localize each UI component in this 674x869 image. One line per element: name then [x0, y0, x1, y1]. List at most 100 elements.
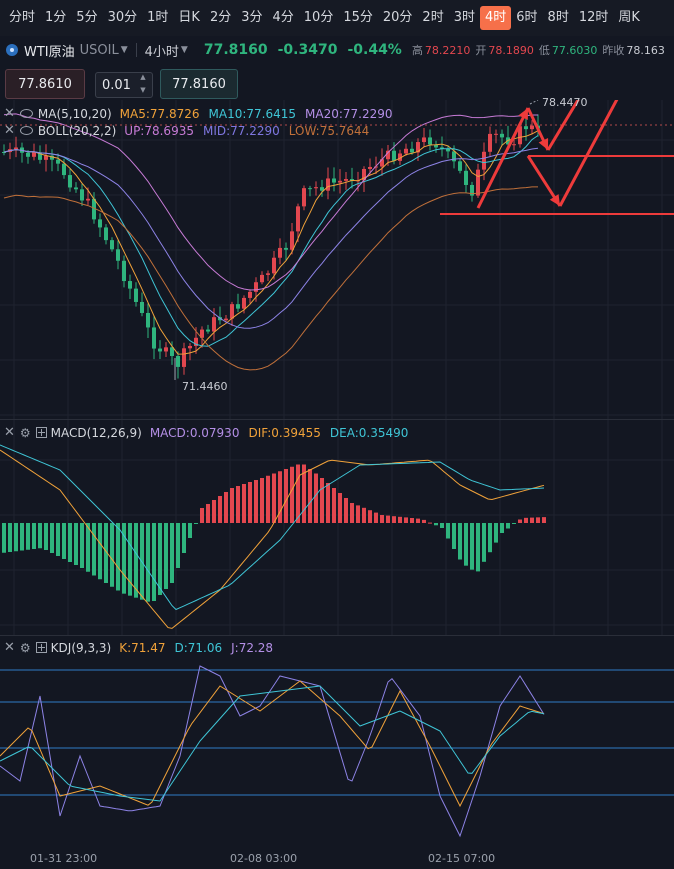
trend-arrow [546, 100, 580, 151]
timeframe-tab[interactable]: 12时 [578, 10, 609, 25]
gear-icon[interactable]: ⚙ [19, 640, 31, 655]
candle-body [380, 159, 384, 167]
macd-bar [230, 488, 234, 523]
macd-bar [416, 518, 420, 523]
candle-body [284, 247, 288, 250]
close-icon[interactable]: ✕ [4, 123, 15, 138]
pane-divider[interactable] [0, 635, 674, 636]
eye-icon[interactable] [19, 126, 33, 135]
timeframe-tab[interactable]: 3分 [241, 10, 263, 25]
candle-body [38, 152, 42, 160]
macd-bar [44, 523, 48, 550]
macd-bar [8, 523, 12, 552]
timeframe-tab[interactable]: 2分 [209, 10, 232, 25]
macd-bar [338, 493, 342, 523]
close-icon[interactable]: ✕ [4, 425, 15, 440]
macd-bar [356, 505, 360, 523]
candle-body [482, 151, 486, 170]
macd-bar [476, 523, 480, 572]
candle-body [452, 151, 456, 162]
kdj-legend: ✕ ⚙ KDJ(9,3,3) K:71.47 D:71.06 J:72.28 [4, 640, 282, 655]
timeframe-tab[interactable]: 20分 [382, 10, 413, 25]
chevron-up-icon[interactable]: ▲ [140, 73, 146, 81]
macd-bar [398, 516, 402, 523]
candle-body [338, 180, 342, 183]
period-selector[interactable]: 4小时 [144, 44, 179, 60]
macd-bar [470, 523, 474, 570]
candle-body [230, 304, 234, 319]
macd-bar [50, 523, 54, 553]
macd-bar [344, 498, 348, 523]
timeframe-tab[interactable]: 8时 [547, 10, 569, 25]
macd-bar [224, 492, 228, 523]
candle-body [248, 291, 252, 298]
candle-body [158, 348, 162, 352]
macd-bar [236, 486, 240, 523]
gear-icon[interactable]: ⚙ [19, 425, 31, 440]
price-chart[interactable] [0, 100, 674, 420]
expand-icon[interactable] [35, 642, 47, 653]
close-icon[interactable]: ✕ [4, 640, 15, 655]
macd-chart[interactable] [0, 420, 674, 635]
timeframe-tab[interactable]: 6时 [516, 10, 538, 25]
d-line [0, 685, 545, 802]
macd-bar [242, 484, 246, 523]
timeframe-tab[interactable]: 2时 [422, 10, 444, 25]
kdj-name: KDJ(9,3,3) [50, 640, 112, 655]
kdj-chart[interactable] [0, 636, 674, 851]
candle-body [386, 150, 390, 160]
macd-bar [530, 517, 534, 523]
timeframe-tab[interactable]: 4分 [272, 10, 294, 25]
timeframe-tab[interactable]: 日K [178, 10, 200, 25]
timeframe-tab[interactable]: 10分 [303, 10, 334, 25]
divider [135, 43, 137, 57]
macd-bar [488, 523, 492, 553]
pane-divider[interactable] [0, 419, 674, 420]
close-icon[interactable]: ✕ [4, 106, 15, 121]
macd-bar [404, 517, 408, 523]
macd-bar [368, 510, 372, 523]
boll-legend: ✕ BOLL(20,2,2) UP:78.6935 MID:77.2290 LO… [4, 123, 378, 138]
candle-body [170, 347, 174, 357]
macd-bar [494, 523, 498, 543]
macd-bar [182, 523, 186, 553]
candle-body [26, 152, 30, 157]
candle-body [14, 147, 18, 150]
timeframe-tab[interactable]: 3时 [453, 10, 475, 25]
boll-lower-line [3, 186, 538, 371]
timeframe-tab[interactable]: 30分 [107, 10, 138, 25]
chevron-down-icon[interactable]: ▼ [120, 45, 128, 55]
macd-bar [272, 473, 276, 523]
candle-body [152, 327, 156, 349]
buy-price-button[interactable]: 77.8160 [160, 69, 238, 99]
timeframe-tab[interactable]: 分时 [9, 10, 36, 25]
arrow-head [538, 138, 549, 150]
macd-bar [410, 518, 414, 523]
timeframe-tab[interactable]: 4时 [479, 6, 512, 30]
candle-body [326, 178, 330, 191]
macd-bar [428, 522, 432, 524]
candle-body [404, 148, 408, 154]
prev-close-label: 昨收 [602, 44, 625, 57]
ma5-value: MA5:77.8726 [119, 106, 200, 121]
quantity-input[interactable]: 0.01 [95, 72, 153, 98]
timeframe-tab[interactable]: 1分 [45, 10, 67, 25]
eye-icon[interactable] [19, 109, 33, 118]
candle-body [140, 301, 144, 313]
candle-body [56, 159, 60, 164]
chevron-down-icon[interactable]: ▼ [180, 45, 188, 55]
trend-arrow [476, 107, 530, 209]
symbol-code[interactable]: USOIL [79, 42, 119, 58]
chevron-down-icon[interactable]: ▼ [140, 86, 146, 94]
sell-price-button[interactable]: 77.8610 [5, 69, 85, 99]
candle-body [434, 144, 438, 148]
high-value: 78.2210 [424, 43, 471, 57]
expand-icon[interactable] [35, 427, 47, 438]
timeframe-tab[interactable]: 1时 [147, 10, 169, 25]
boll-up-value: UP:78.6935 [124, 123, 194, 138]
timeframe-tab[interactable]: 周K [618, 10, 640, 25]
timeframe-tab[interactable]: 5分 [76, 10, 98, 25]
timeframe-tab[interactable]: 15分 [343, 10, 373, 25]
symbol-name[interactable]: WTI原油 [24, 44, 75, 60]
macd-bar [254, 480, 258, 523]
